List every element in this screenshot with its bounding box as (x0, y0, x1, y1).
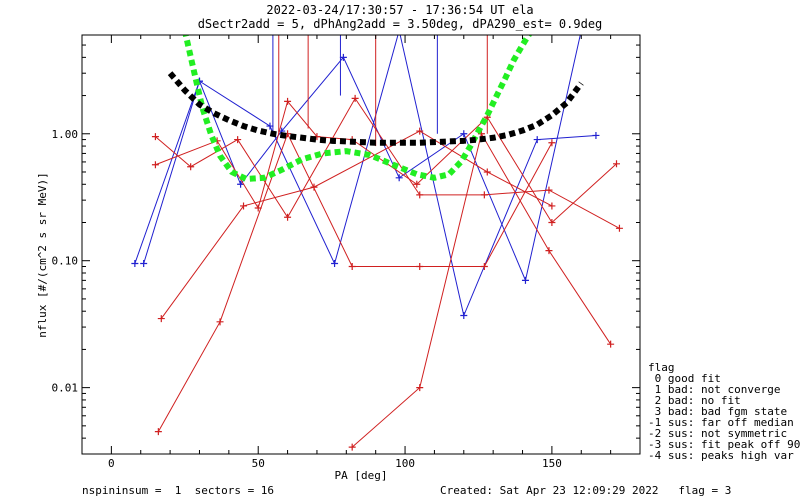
legend-title: flag (648, 361, 675, 374)
data-point (331, 260, 339, 268)
axis-layer: 0 50 100 150 0.01 0.10 1.00 (52, 34, 640, 470)
plot-frame (81, 34, 641, 455)
data-point (480, 191, 488, 199)
series-line (157, 132, 553, 432)
data-point (613, 160, 621, 168)
legend-entry: -1 sus: far off median (648, 416, 794, 429)
data-point (348, 263, 356, 271)
data-point (521, 276, 529, 284)
data-point (237, 180, 245, 188)
data-point (592, 131, 600, 139)
data-point (615, 224, 623, 232)
data-point (548, 202, 556, 210)
chart-title: 2022-03-24/17:30:57 - 17:36:54 UT ela (266, 3, 533, 17)
data-point (284, 213, 292, 221)
series-layer (131, 35, 623, 451)
data-point (154, 428, 162, 436)
data-point (140, 260, 148, 268)
data-point (266, 122, 274, 130)
data-point (416, 384, 424, 392)
data-point (413, 180, 421, 188)
fit-curve (167, 71, 584, 146)
chart-subtitle: dSectr2add = 5, dPhAng2add = 3.50deg, dP… (198, 17, 603, 31)
data-point (480, 263, 488, 271)
data-point (151, 161, 159, 169)
data-point (416, 263, 424, 271)
series-line (143, 35, 596, 318)
x-tick-label: 150 (542, 457, 562, 470)
data-point (348, 443, 356, 451)
x-axis-label: PA [deg] (335, 469, 388, 482)
data-point (533, 136, 541, 144)
x-tick-label: 50 (252, 457, 265, 470)
data-point (284, 97, 292, 105)
x-tick-label: 0 (108, 457, 115, 470)
legend-entry: -4 sus: peaks high var (648, 449, 794, 462)
data-point (545, 186, 553, 194)
series-line (160, 130, 553, 319)
legend-entry: 2 bad: no fit (648, 394, 741, 407)
data-point (416, 127, 424, 135)
legend-entry: 3 bad: bad fgm state (648, 405, 787, 418)
data-point (416, 191, 424, 199)
x-tick-label: 100 (395, 457, 415, 470)
data-point (216, 318, 224, 326)
y-tick-label: 1.00 (52, 128, 79, 141)
y-axis-label: nflux [#/(cm^2 s sr MeV)] (36, 172, 49, 338)
legend-entry: -2 sus: not symmetric (648, 427, 787, 440)
data-point (548, 139, 556, 147)
flag-legend: flag 0 good fit 1 bad: not converge 2 ba… (648, 361, 800, 462)
data-point (395, 174, 403, 182)
legend-entry: 0 good fit (648, 372, 721, 385)
data-point (310, 183, 318, 191)
data-point (131, 260, 139, 268)
data-point (240, 202, 248, 210)
data-point (607, 340, 615, 348)
fit-curve (182, 35, 533, 183)
legend-entry: 1 bad: not converge (648, 383, 780, 396)
data-point (460, 312, 468, 320)
data-point (548, 218, 556, 226)
data-point (339, 53, 347, 61)
data-point (187, 163, 195, 171)
data-point (157, 315, 165, 323)
footer-right-info: Created: Sat Apr 23 12:09:29 2022 flag =… (440, 484, 731, 497)
series-line (351, 132, 612, 448)
footer-left-info: nspininsum = 1 sectors = 16 (82, 484, 274, 497)
data-point (151, 133, 159, 141)
legend-entry: -3 sus: fit peak off 90 (648, 438, 800, 451)
data-point (234, 136, 242, 144)
y-tick-label: 0.10 (52, 255, 79, 268)
data-point (460, 130, 468, 138)
y-tick-label: 0.01 (52, 382, 79, 395)
data-point (545, 247, 553, 255)
data-point (351, 94, 359, 102)
data-point (483, 168, 491, 176)
